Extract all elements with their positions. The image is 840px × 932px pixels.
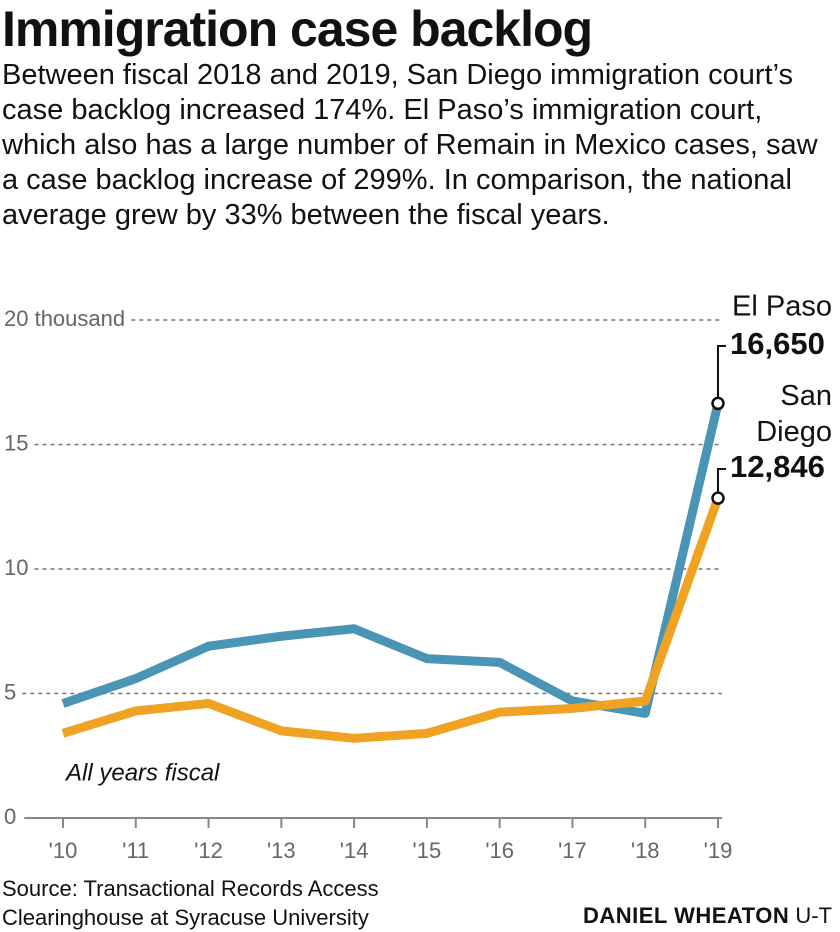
x-tick-label: '12 (194, 838, 223, 863)
credit-author: DANIEL WHEATON (582, 903, 790, 928)
leader-line (717, 468, 726, 499)
source: Source: Transactional Records Access Cle… (2, 876, 379, 930)
y-tick-label: 10 (4, 555, 28, 580)
x-tick-label: '18 (631, 838, 660, 863)
credit-org: U-T (795, 903, 832, 928)
series-label: El Paso (732, 291, 832, 323)
x-tick-label: '19 (704, 838, 733, 863)
series-line (61, 496, 723, 743)
data-label: 12,846 (730, 449, 825, 484)
chart-title: Immigration case backlog (2, 1, 593, 57)
leader-line (717, 345, 726, 404)
end-point (711, 396, 725, 411)
x-tick-label: '10 (49, 838, 78, 863)
y-tick-label: 15 (4, 430, 28, 455)
x-tick-label: '15 (413, 838, 442, 863)
y-tick-label: 0 (4, 804, 16, 829)
x-tick-label: '16 (485, 838, 514, 863)
x-tick-label: '17 (558, 838, 587, 863)
x-tick-label: '11 (122, 838, 149, 863)
x-tick-label: '14 (340, 838, 369, 863)
y-tick-label: 20 thousand (4, 306, 125, 331)
end-point (711, 491, 725, 505)
credit: DANIEL WHEATON U-T (583, 903, 832, 929)
series-label: San Diego (756, 380, 832, 448)
data-label: 16,650 (730, 326, 825, 361)
y-tick-label: 5 (4, 679, 16, 704)
series-line (61, 402, 723, 718)
annotation: All years fiscal (64, 759, 220, 786)
x-tick-label: '13 (267, 838, 296, 863)
chart-subtitle: Between fiscal 2018 and 2019, San Diego … (2, 59, 818, 231)
